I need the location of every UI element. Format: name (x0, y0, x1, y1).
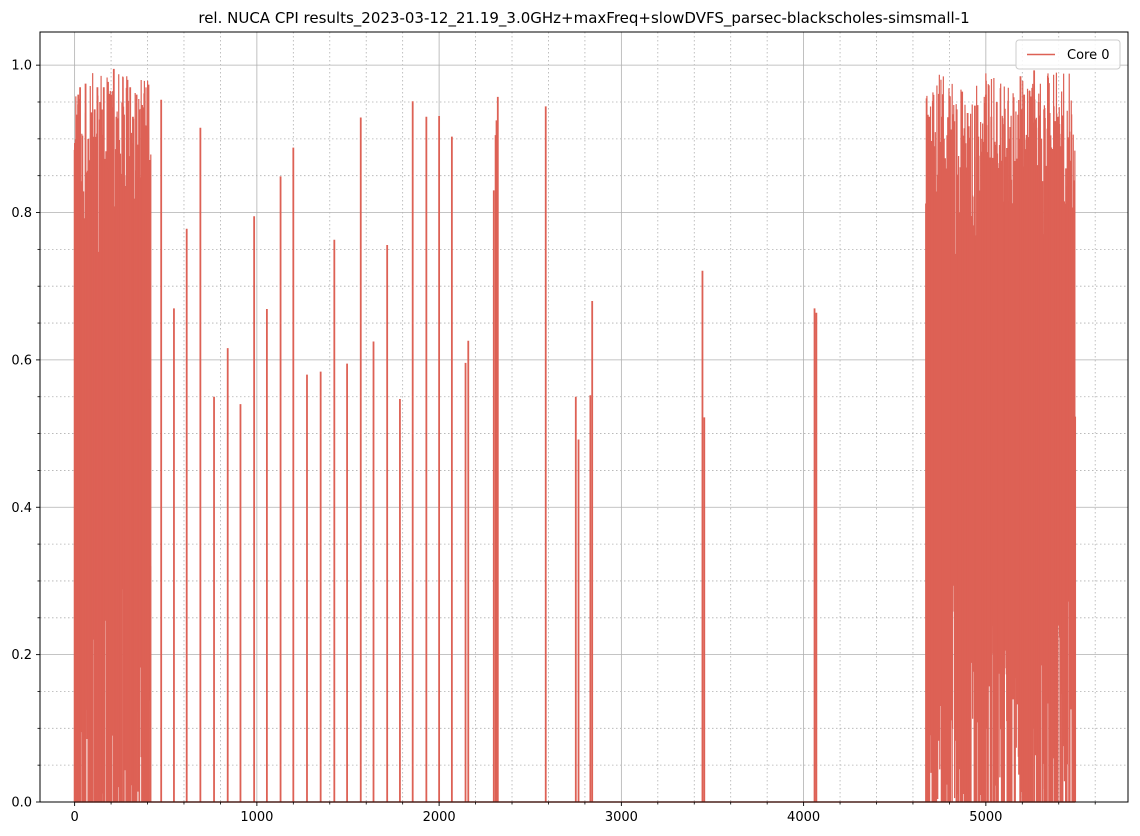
chart-title: rel. NUCA CPI results_2023-03-12_21.19_3… (198, 9, 969, 28)
x-tick-label: 0 (70, 810, 78, 825)
series-core-0 (73, 68, 1077, 803)
y-tick-label: 0.0 (11, 796, 32, 811)
y-tick-label: 1.0 (11, 59, 32, 74)
series-dense-region (74, 73, 152, 803)
y-tick-label: 0.8 (11, 206, 32, 221)
x-tick-label: 5000 (969, 810, 1002, 825)
x-tick-label: 4000 (787, 810, 820, 825)
legend: Core 0 (1015, 39, 1121, 70)
series-dense-region (925, 72, 1076, 803)
x-axis: 0 1000 2000 3000 4000 5000 (70, 802, 1096, 825)
x-tick-label: 1000 (240, 810, 273, 825)
x-tick-label: 3000 (605, 810, 638, 825)
y-axis: 0.0 0.2 0.4 0.6 0.8 1.0 (11, 59, 40, 811)
plot-frame (39, 31, 1129, 803)
x-tick-label: 2000 (423, 810, 456, 825)
y-tick-label: 0.4 (11, 501, 32, 516)
y-tick-label: 0.6 (11, 353, 32, 368)
y-tick-label: 0.2 (11, 648, 32, 663)
legend-box (1015, 39, 1121, 70)
legend-label-core-0: Core 0 (1067, 48, 1110, 63)
